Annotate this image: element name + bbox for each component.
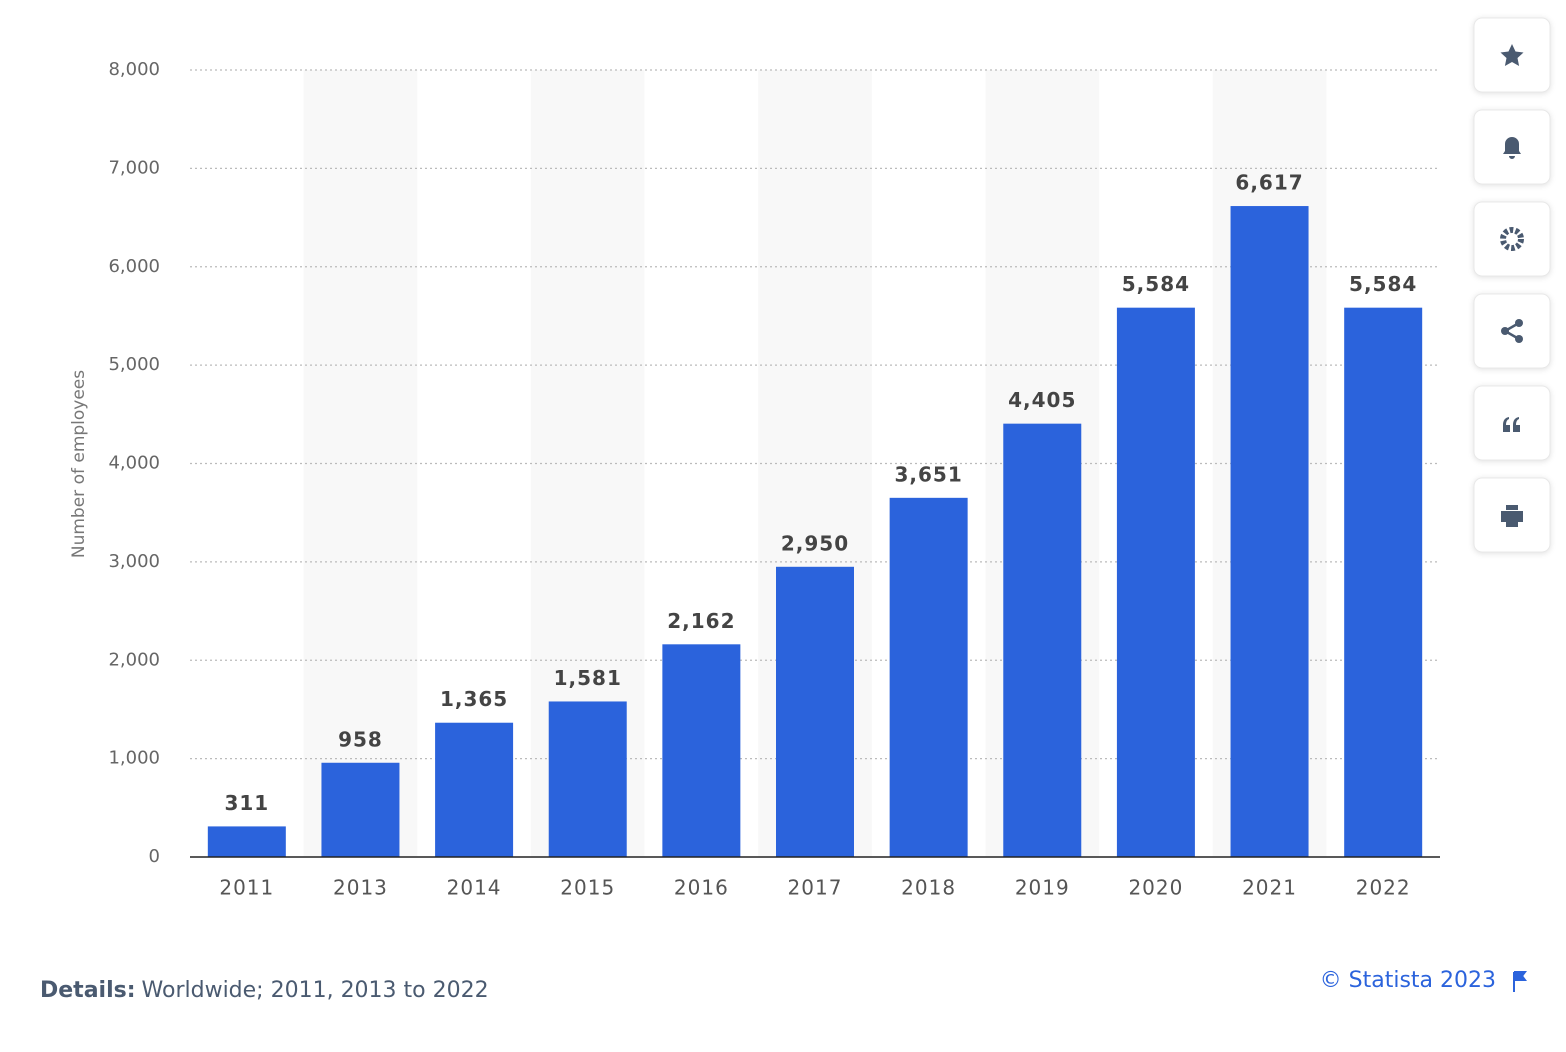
x-tick-label: 2021 bbox=[1242, 876, 1297, 900]
quote-icon bbox=[1503, 417, 1520, 432]
bell-icon bbox=[1503, 137, 1521, 159]
value-label: 1,365 bbox=[440, 687, 508, 711]
x-tick-label: 2022 bbox=[1356, 876, 1411, 900]
x-tick-label: 2020 bbox=[1128, 876, 1183, 900]
y-axis-label: Number of employees bbox=[69, 370, 89, 558]
y-tick-label: 4,000 bbox=[108, 453, 160, 474]
value-label: 3,651 bbox=[895, 462, 963, 486]
y-tick-label: 7,000 bbox=[108, 157, 160, 178]
print-icon bbox=[1501, 505, 1523, 527]
footer-details: Details: Worldwide; 2011, 2013 to 2022 bbox=[40, 978, 489, 1003]
share-button[interactable] bbox=[1473, 293, 1551, 369]
y-tick-label: 3,000 bbox=[108, 551, 160, 572]
value-label: 2,950 bbox=[781, 531, 849, 555]
x-tick-label: 2014 bbox=[447, 876, 502, 900]
source[interactable]: © Statista 2023 bbox=[1320, 968, 1496, 993]
bar bbox=[435, 722, 514, 857]
bar bbox=[207, 826, 286, 857]
y-tick-label: 6,000 bbox=[108, 256, 160, 277]
x-tick-label: 2013 bbox=[333, 876, 388, 900]
value-label: 4,405 bbox=[1008, 388, 1076, 412]
y-tick-label: 5,000 bbox=[108, 354, 160, 375]
value-label: 958 bbox=[338, 727, 383, 751]
y-tick-label: 0 bbox=[149, 846, 160, 867]
bar bbox=[889, 497, 968, 857]
x-tick-label: 2016 bbox=[674, 876, 729, 900]
x-tick-label: 2015 bbox=[560, 876, 615, 900]
bar bbox=[662, 644, 741, 857]
value-label: 5,584 bbox=[1122, 272, 1190, 296]
y-tick-label: 1,000 bbox=[108, 748, 160, 769]
settings-button[interactable] bbox=[1473, 201, 1551, 277]
gear-icon bbox=[1500, 227, 1524, 251]
star-icon bbox=[1500, 44, 1524, 66]
x-tick-label: 2019 bbox=[1015, 876, 1070, 900]
value-label: 2,162 bbox=[667, 609, 735, 633]
share-icon bbox=[1501, 319, 1523, 343]
value-label: 311 bbox=[224, 791, 269, 815]
value-label: 1,581 bbox=[554, 666, 622, 690]
value-label: 6,617 bbox=[1235, 171, 1303, 195]
x-tick-label: 2011 bbox=[219, 876, 274, 900]
y-tick-label: 8,000 bbox=[108, 59, 160, 80]
details-text: Worldwide; 2011, 2013 to 2022 bbox=[142, 978, 489, 1003]
bar bbox=[1003, 423, 1082, 857]
bar bbox=[548, 701, 627, 857]
bar bbox=[776, 566, 854, 857]
bar bbox=[1344, 307, 1423, 857]
cite-button[interactable] bbox=[1473, 385, 1551, 461]
details-label: Details: bbox=[40, 978, 136, 1003]
x-tick-label: 2018 bbox=[901, 876, 956, 900]
bar bbox=[1230, 206, 1309, 858]
side-toolbar bbox=[1473, 17, 1551, 553]
flag-icon[interactable] bbox=[1513, 971, 1527, 992]
value-label: 5,584 bbox=[1349, 272, 1417, 296]
x-tick-label: 2017 bbox=[788, 876, 843, 900]
bar bbox=[321, 762, 400, 857]
bar bbox=[1116, 307, 1195, 857]
y-tick-label: 2,000 bbox=[108, 649, 160, 670]
